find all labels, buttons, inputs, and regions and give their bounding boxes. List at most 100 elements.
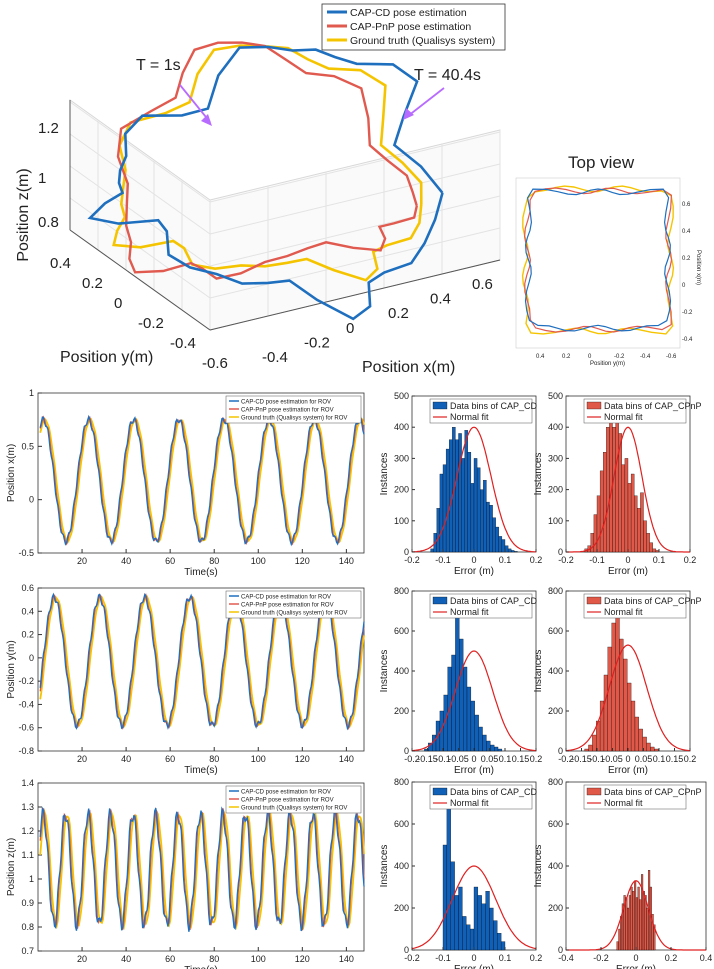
x-tick-label: 60 [165,954,175,964]
y-tick-label: -0.6 [202,355,228,372]
histogram-bar [464,430,468,553]
legend-box [321,3,506,51]
x-tick-label: 100 [251,754,266,764]
histogram-bar [481,903,486,951]
y-axis-label: Instances [533,845,544,888]
series-cd [39,592,365,731]
histogram-bar [592,734,597,752]
y-tick-label: 400 [548,861,563,871]
x-tick-label: 40 [121,754,131,764]
x-tick-label: 0 [471,754,476,764]
trajectory-ground-truth [112,44,423,282]
x-tick-label: -0.05 [448,754,469,764]
y-axis-label: Instances [379,650,390,693]
histogram-bar [477,895,482,951]
x-tick-label: 140 [339,754,354,764]
histogram-bar [455,439,459,553]
x-tick-label: 20 [77,556,87,566]
x-tick-label: 0.2 [530,953,543,963]
histogram-bar [641,874,644,951]
histogram-bar [603,674,608,752]
histogram-bar [485,891,490,951]
x-tick-label: 40 [121,954,131,964]
axis-x [209,259,501,331]
topview-x-tick: 0.4 [536,354,545,360]
x-tick-label: -0.4 [262,349,288,366]
x-tick-label: -0.4 [558,953,574,963]
histogram-bar [462,916,467,951]
x-tick-label: 0.2 [684,754,697,764]
histogram-bar [469,928,475,951]
y-tick-label: 600 [394,626,409,636]
legend-label: Data bins of CAP_CPnP [604,596,702,606]
y-tick-label: -0.5 [18,548,34,558]
x-tick-label: 20 [77,954,87,964]
histogram-bar [599,470,604,553]
histogram-bar [514,551,518,553]
y-tick-label: 0 [404,547,409,557]
histogram-bar [498,536,503,553]
trajectory-pnp [116,41,418,280]
legend-label: CAP-PnP pose estimation for ROV [241,798,334,804]
histogram-bar [458,886,463,951]
line-legend-box [225,395,362,424]
histogram-bar [588,744,593,752]
histogram-bar [511,550,515,553]
topview-frame [515,177,681,349]
x-tick-label: -0.2 [304,334,330,351]
histogram-bar [459,638,464,752]
y-tick-label: 200 [394,485,409,495]
panel-3d [69,3,506,331]
y-tick-label: 400 [394,422,409,432]
x-tick-label: -0.2 [404,953,420,963]
y-tick-label: 600 [548,626,563,636]
topview-ylabel: Position x(m) [695,250,701,285]
x-tick-label: 0.2 [665,953,678,963]
y-axis-label: Instances [533,453,544,496]
legend-label: CAP-CD pose estimation for ROV [241,790,331,796]
x-tick-label: 0.2 [530,754,543,764]
y-axis-label: Instances [379,845,390,888]
histogram-bar [634,716,639,752]
topview-y-tick: -0.2 [682,310,693,316]
x-axis-label: Error (m) [608,566,648,577]
legend-label: CAP-CD pose estimation for ROV [241,595,331,601]
x-tick-label: -0.2 [558,754,574,764]
topview-y-tick: 0 [682,283,686,289]
y-axis-label: Position x(m) [6,444,17,502]
z-tick-label: 1.2 [38,120,59,137]
histogram-bar [497,748,503,752]
x-tick-label: 0.6 [472,276,493,293]
histogram-bar [489,907,494,951]
histogram-bar [632,891,635,951]
x-tick-label: 0.1 [653,555,666,565]
x-tick-label: -0.1 [435,754,451,764]
x-tick-label: -0.15 [417,754,438,764]
histogram-bar [612,427,616,553]
y-tick-label: 800 [548,586,563,596]
histogram-bar [473,886,479,951]
legend-swatch [586,787,602,796]
y-tick-label: -0.8 [18,746,34,756]
histogram-bar [461,458,465,553]
arrowhead-t1-icon [201,114,212,126]
histogram-bar [442,464,447,553]
y-axis-label: Instances [533,650,544,693]
histogram-bar [495,526,499,553]
x-tick-label: 0 [625,555,630,565]
histogram-bar [652,548,657,553]
pane-right [209,129,501,331]
histogram-bar [638,728,643,752]
histogram-bar [646,742,651,752]
grid-line [69,133,211,235]
x-tick-label: 0.2 [530,555,543,565]
topview-x-tick: 0.2 [562,354,571,360]
series-cd [39,414,365,547]
histogram-bar [635,897,638,951]
x-axis-label: Time(s) [184,965,218,969]
x-tick-label: 0.05 [481,754,499,764]
histogram-bar [483,480,487,553]
y-tick-label: 0.7 [21,946,34,956]
histogram-bar [500,941,506,951]
x-tick-label: 120 [295,954,310,964]
